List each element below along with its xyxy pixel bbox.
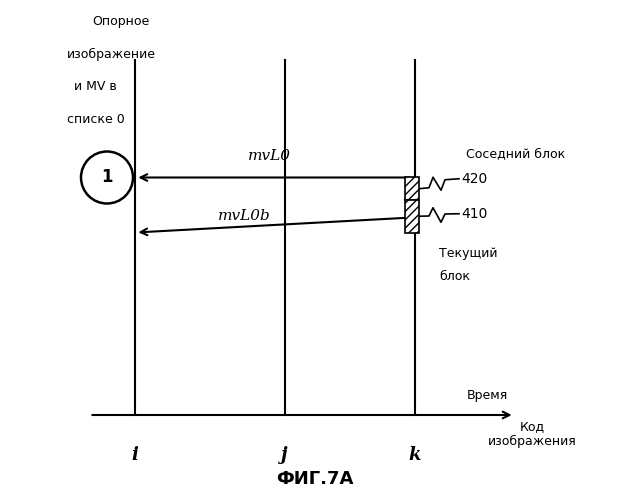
Text: списке 0: списке 0	[67, 112, 125, 126]
Text: Код
изображения: Код изображения	[487, 420, 576, 448]
Bar	[405, 178, 419, 200]
Text: ФИГ.7А: ФИГ.7А	[276, 470, 353, 488]
Text: j: j	[281, 446, 287, 464]
Text: и MV в: и MV в	[74, 80, 117, 93]
Text: Время: Время	[466, 390, 508, 402]
Text: mvL0b: mvL0b	[218, 208, 271, 222]
Text: Текущий: Текущий	[439, 248, 498, 260]
Text: i: i	[131, 446, 138, 464]
Text: блок: блок	[439, 270, 470, 283]
Text: 420: 420	[462, 172, 487, 185]
Text: Соседний блок: Соседний блок	[467, 147, 565, 160]
Text: 1: 1	[101, 168, 113, 186]
Bar	[405, 200, 419, 232]
Text: Опорное: Опорное	[92, 15, 149, 28]
Text: 410: 410	[462, 207, 488, 221]
Text: изображение: изображение	[67, 48, 156, 60]
Text: mvL0: mvL0	[248, 148, 291, 162]
Text: k: k	[408, 446, 421, 464]
